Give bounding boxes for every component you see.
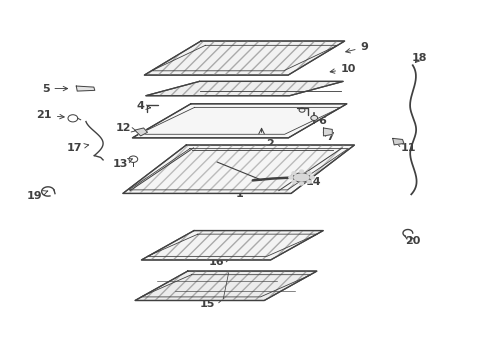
Text: 1: 1 bbox=[235, 184, 243, 199]
Circle shape bbox=[288, 176, 292, 179]
Circle shape bbox=[306, 180, 310, 183]
Polygon shape bbox=[145, 81, 343, 96]
Circle shape bbox=[299, 170, 303, 173]
Text: 4: 4 bbox=[136, 102, 150, 112]
Text: 21: 21 bbox=[36, 111, 64, 121]
Text: 17: 17 bbox=[67, 143, 88, 153]
Polygon shape bbox=[135, 271, 316, 301]
Text: 11: 11 bbox=[396, 143, 415, 153]
Polygon shape bbox=[122, 145, 354, 193]
Text: 2: 2 bbox=[263, 130, 274, 149]
Text: 5: 5 bbox=[42, 84, 67, 94]
Text: 13: 13 bbox=[113, 159, 132, 169]
Circle shape bbox=[291, 172, 295, 175]
Polygon shape bbox=[141, 230, 323, 260]
Polygon shape bbox=[292, 173, 310, 182]
Text: 14: 14 bbox=[302, 177, 321, 187]
Text: 6: 6 bbox=[315, 116, 326, 126]
Polygon shape bbox=[323, 128, 331, 136]
Text: 20: 20 bbox=[405, 236, 420, 246]
Circle shape bbox=[306, 172, 310, 175]
Polygon shape bbox=[135, 128, 147, 136]
Circle shape bbox=[299, 182, 303, 185]
Text: 16: 16 bbox=[208, 257, 229, 267]
Circle shape bbox=[310, 176, 314, 179]
Polygon shape bbox=[76, 86, 95, 91]
Polygon shape bbox=[132, 104, 346, 138]
Circle shape bbox=[310, 116, 317, 121]
Text: 9: 9 bbox=[345, 42, 367, 53]
Circle shape bbox=[291, 180, 295, 183]
Polygon shape bbox=[144, 41, 344, 75]
Text: 15: 15 bbox=[200, 298, 222, 309]
Text: 19: 19 bbox=[26, 190, 48, 201]
Text: 18: 18 bbox=[411, 53, 427, 63]
Polygon shape bbox=[392, 138, 403, 145]
Text: 12: 12 bbox=[116, 123, 137, 133]
Text: 7: 7 bbox=[323, 132, 333, 142]
Text: 3: 3 bbox=[304, 103, 317, 113]
Text: 10: 10 bbox=[329, 64, 356, 74]
Text: 8: 8 bbox=[195, 162, 209, 172]
